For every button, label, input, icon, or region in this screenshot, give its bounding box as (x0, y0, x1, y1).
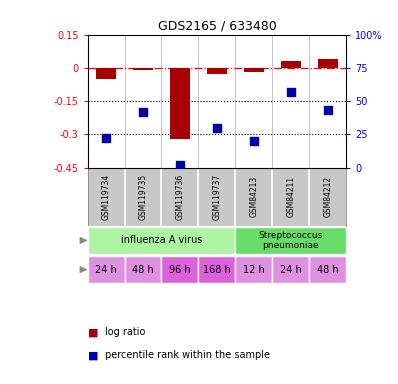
Point (251, 138, 257, 144)
Text: 96 h: 96 h (169, 265, 191, 275)
Text: 48 h: 48 h (132, 265, 154, 275)
Bar (170, 68, 190, 139)
Bar (162, 257, 199, 283)
Point (103, 135, 109, 141)
Text: 24 h: 24 h (95, 265, 117, 275)
Text: influenza A virus: influenza A virus (121, 235, 202, 245)
Text: GSM84211: GSM84211 (286, 176, 295, 217)
Text: GSM84213: GSM84213 (250, 176, 258, 217)
Title: GDS2165 / 633480: GDS2165 / 633480 (158, 19, 276, 32)
Text: GSM119737: GSM119737 (213, 174, 221, 220)
Bar (318, 59, 338, 68)
Bar (309, 257, 346, 283)
Text: Streptococcus
pneumoniae: Streptococcus pneumoniae (259, 231, 323, 250)
Text: ■: ■ (88, 327, 98, 337)
Text: 168 h: 168 h (203, 265, 231, 275)
Point (177, 162, 183, 168)
Text: log ratio: log ratio (105, 327, 146, 337)
Text: GSM119735: GSM119735 (139, 174, 148, 220)
Bar (133, 68, 153, 70)
Text: ■: ■ (88, 350, 98, 360)
Bar (88, 227, 235, 253)
Bar (244, 68, 264, 72)
Point (325, 108, 331, 114)
Bar (235, 257, 272, 283)
Bar (281, 61, 301, 68)
Text: GSM119734: GSM119734 (101, 174, 111, 220)
Text: 12 h: 12 h (243, 265, 265, 275)
Bar (272, 257, 309, 283)
Text: 24 h: 24 h (280, 265, 302, 275)
Bar (125, 257, 162, 283)
Bar (207, 68, 227, 74)
Text: 48 h: 48 h (317, 265, 339, 275)
Point (214, 125, 220, 131)
Bar (88, 257, 125, 283)
Text: GSM84212: GSM84212 (323, 176, 332, 217)
Bar (235, 227, 346, 253)
Bar (199, 257, 235, 283)
Point (288, 89, 294, 95)
Text: percentile rank within the sample: percentile rank within the sample (105, 350, 271, 360)
Text: GSM119736: GSM119736 (176, 174, 184, 220)
Bar (96, 68, 116, 79)
Point (140, 109, 146, 115)
